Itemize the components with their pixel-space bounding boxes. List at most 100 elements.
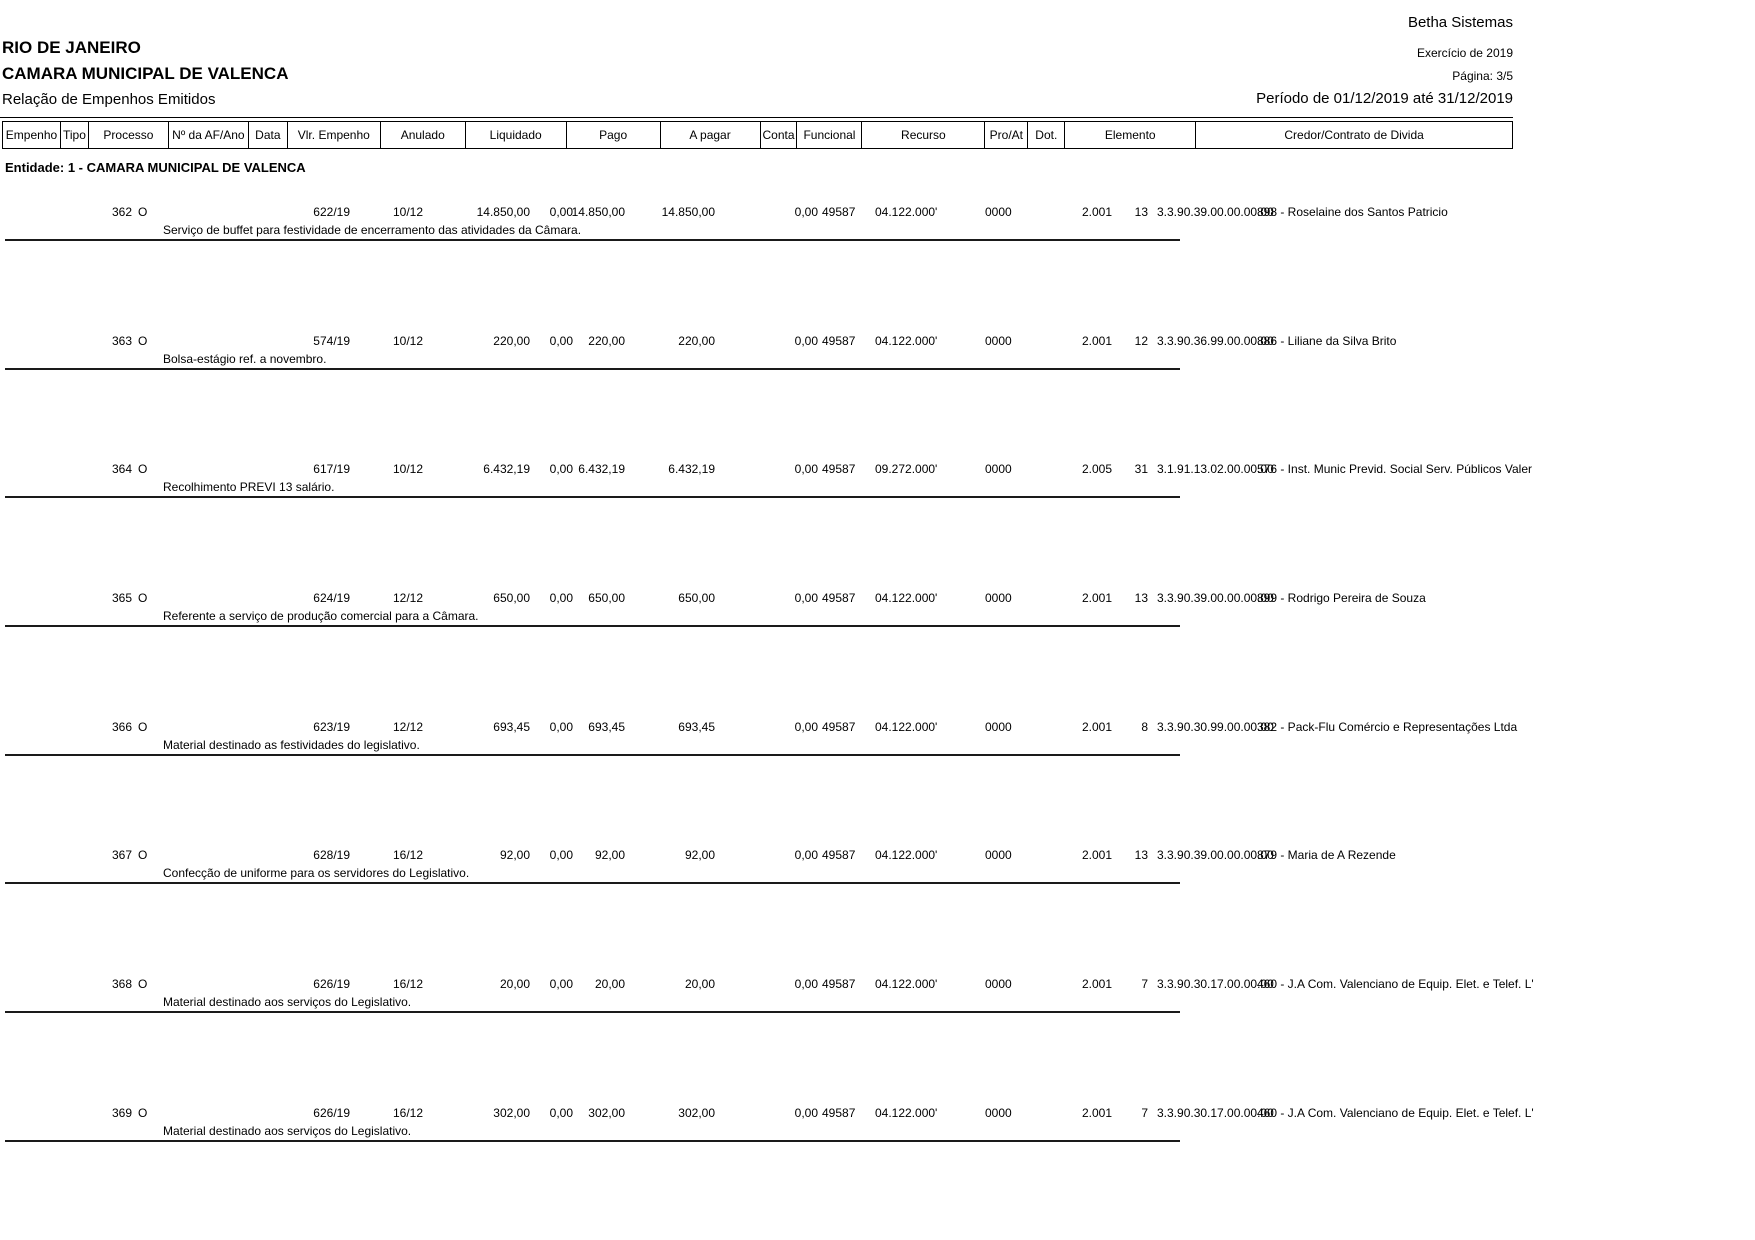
- cell-pago: 14.850,00: [661, 205, 715, 219]
- cell-credor: 460 - J.A Com. Valenciano de Equip. Elet…: [1257, 977, 1534, 991]
- row-description: Bolsa-estágio ref. a novembro.: [163, 352, 327, 366]
- cell-pago: 92,00: [684, 848, 715, 862]
- cell-conta: 49587: [822, 334, 856, 348]
- col-header-data: Data: [249, 122, 288, 148]
- cell-liquidado: 14.850,00: [571, 205, 625, 219]
- cell-dot: 7: [1141, 1106, 1148, 1120]
- table-header-row: Empenho Tipo Processo Nº da AF/Ano Data …: [2, 121, 1513, 149]
- cell-funcional: 04.122.000': [875, 334, 938, 348]
- cell-dot: 13: [1134, 591, 1148, 605]
- cell-processo: 626/19: [313, 977, 350, 991]
- cell-tipo: O: [138, 462, 148, 476]
- cell-recurso: 0000: [985, 591, 1012, 605]
- row-description: Material destinado aos serviços do Legis…: [163, 995, 412, 1009]
- row-separator-line: [5, 496, 1180, 498]
- cell-data: 12/12: [392, 591, 423, 605]
- cell-proat: 2.001: [1081, 591, 1112, 605]
- cell-recurso: 0000: [985, 977, 1012, 991]
- col-header-vlr: Vlr. Empenho: [288, 122, 381, 148]
- header-top-rule: [0, 117, 1513, 118]
- cell-dot: 13: [1134, 848, 1148, 862]
- cell-funcional: 04.122.000': [875, 1106, 938, 1120]
- cell-elemento: 3.3.90.36.99.00.00.00: [1157, 334, 1274, 348]
- col-header-credor: Credor/Contrato de Divida: [1196, 122, 1513, 148]
- exercise-label: Exercício de 2019: [1416, 46, 1513, 60]
- cell-apagar: 0,00: [794, 462, 818, 476]
- cell-funcional: 04.122.000': [875, 848, 938, 862]
- vendor-name: Betha Sistemas: [1407, 14, 1513, 31]
- cell-recurso: 0000: [985, 462, 1012, 476]
- cell-funcional: 04.122.000': [875, 977, 938, 991]
- cell-proat: 2.001: [1081, 848, 1112, 862]
- cell-liquidado: 693,45: [588, 720, 625, 734]
- cell-liquidado: 20,00: [594, 977, 625, 991]
- cell-proat: 2.001: [1081, 720, 1112, 734]
- cell-funcional: 09.272.000': [875, 462, 938, 476]
- cell-tipo: O: [138, 977, 148, 991]
- cell-data: 16/12: [392, 977, 423, 991]
- cell-pago: 650,00: [678, 591, 715, 605]
- col-header-recurso: Recurso: [862, 122, 986, 148]
- cell-data: 10/12: [392, 205, 423, 219]
- cell-anulado: 0,00: [549, 1106, 573, 1120]
- table-row: 369 O 626/19 16/12 302,00 0,00 302,00 30…: [0, 1106, 1755, 1146]
- cell-empenho: 365: [111, 591, 132, 605]
- col-header-funcional: Funcional: [797, 122, 863, 148]
- col-header-processo: Processo: [89, 122, 169, 148]
- row-separator-line: [5, 1140, 1180, 1142]
- cell-proat: 2.001: [1081, 205, 1112, 219]
- cell-tipo: O: [138, 205, 148, 219]
- cell-recurso: 0000: [985, 205, 1012, 219]
- cell-liquidado: 92,00: [594, 848, 625, 862]
- row-separator-line: [5, 239, 1180, 241]
- row-separator-line: [5, 368, 1180, 370]
- cell-elemento: 3.3.90.30.99.00.00.00: [1157, 720, 1274, 734]
- cell-recurso: 0000: [985, 720, 1012, 734]
- cell-dot: 8: [1141, 720, 1148, 734]
- cell-funcional: 04.122.000': [875, 205, 938, 219]
- cell-conta: 49587: [822, 977, 856, 991]
- state-name: RIO DE JANEIRO: [2, 38, 141, 57]
- entity-group-label: Entidade: 1 - CAMARA MUNICIPAL DE VALENC…: [5, 160, 306, 175]
- cell-processo: 574/19: [313, 334, 350, 348]
- col-header-apagar: A pagar: [661, 122, 761, 148]
- cell-elemento: 3.1.91.13.02.00.00.00: [1157, 462, 1274, 476]
- cell-tipo: O: [138, 334, 148, 348]
- row-separator-line: [5, 882, 1180, 884]
- cell-conta: 49587: [822, 205, 856, 219]
- cell-processo: 622/19: [313, 205, 350, 219]
- cell-conta: 49587: [822, 848, 856, 862]
- cell-funcional: 04.122.000': [875, 720, 938, 734]
- cell-tipo: O: [138, 1106, 148, 1120]
- cell-pago: 693,45: [678, 720, 715, 734]
- cell-anulado: 0,00: [549, 977, 573, 991]
- cell-empenho: 363: [111, 334, 132, 348]
- cell-anulado: 0,00: [549, 720, 573, 734]
- cell-anulado: 0,00: [549, 334, 573, 348]
- table-row: 362 O 622/19 10/12 14.850,00 0,00 14.850…: [0, 205, 1755, 245]
- table-row: 368 O 626/19 16/12 20,00 0,00 20,00 20,0…: [0, 977, 1755, 1017]
- cell-processo: 617/19: [313, 462, 350, 476]
- cell-pago: 220,00: [678, 334, 715, 348]
- cell-conta: 49587: [822, 1106, 856, 1120]
- cell-recurso: 0000: [985, 848, 1012, 862]
- cell-conta: 49587: [822, 720, 856, 734]
- cell-vlr-empenho: 650,00: [493, 591, 530, 605]
- table-row: 366 O 623/19 12/12 693,45 0,00 693,45 69…: [0, 720, 1755, 760]
- cell-empenho: 368: [111, 977, 132, 991]
- col-header-elemento: Elemento: [1065, 122, 1197, 148]
- cell-apagar: 0,00: [794, 848, 818, 862]
- page-number: Página: 3/5: [1452, 69, 1513, 83]
- cell-processo: 624/19: [313, 591, 350, 605]
- col-header-dot: Dot.: [1028, 122, 1066, 148]
- cell-vlr-empenho: 302,00: [493, 1106, 530, 1120]
- cell-conta: 49587: [822, 591, 856, 605]
- cell-proat: 2.001: [1081, 977, 1112, 991]
- cell-proat: 2.001: [1081, 1106, 1112, 1120]
- cell-credor: 879 - Maria de A Rezende: [1257, 848, 1396, 862]
- cell-apagar: 0,00: [794, 334, 818, 348]
- cell-credor: 886 - Liliane da Silva Brito: [1257, 334, 1397, 348]
- col-header-empenho: Empenho: [3, 122, 61, 148]
- col-header-proat: Pro/At: [985, 122, 1029, 148]
